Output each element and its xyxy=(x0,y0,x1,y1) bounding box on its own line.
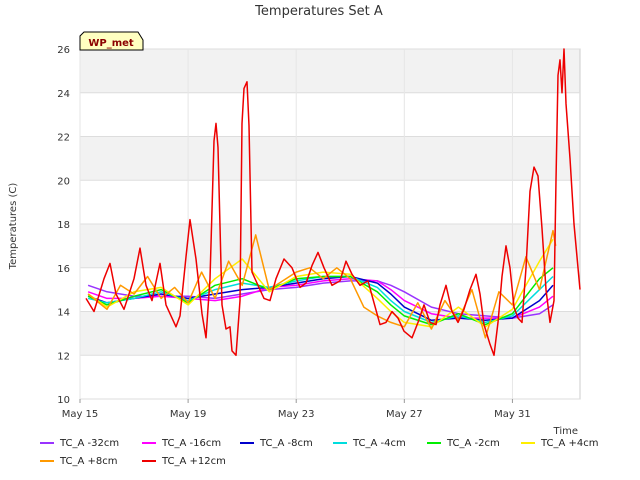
legend-swatch xyxy=(333,442,347,444)
series-line xyxy=(85,48,581,357)
y-tick-label: 22 xyxy=(57,133,70,144)
x-tick-label: May 27 xyxy=(386,409,423,420)
x-tick-label: May 19 xyxy=(170,409,207,420)
y-tick-label: 20 xyxy=(57,176,70,187)
legend-swatch xyxy=(142,442,156,444)
x-tick-labels: May 15 May 19 May 23 May 27 May 31 xyxy=(62,399,531,420)
badge-shape xyxy=(79,31,144,51)
legend-swatch xyxy=(240,442,254,444)
legend-item: TC_A -2cm xyxy=(427,436,500,450)
legend-swatch xyxy=(142,460,156,462)
legend-label: TC_A -2cm xyxy=(447,437,500,449)
y-tick-label: 18 xyxy=(57,220,70,231)
grid-lines xyxy=(79,48,580,400)
legend-item: TC_A +12cm xyxy=(142,454,226,468)
x-axis-label: Time xyxy=(553,426,578,437)
y-axis-label: Temperatures (C) xyxy=(8,183,19,271)
x-tick-label: May 15 xyxy=(62,409,99,420)
legend-label: TC_A -16cm xyxy=(162,437,222,449)
legend-swatch xyxy=(40,460,54,462)
y-tick-labels: 10 12 14 16 18 20 22 24 26 xyxy=(57,45,70,406)
legend-swatch xyxy=(521,442,535,444)
series-line xyxy=(87,277,554,319)
y-tick-label: 10 xyxy=(57,395,70,406)
y-tick-label: 12 xyxy=(57,351,70,362)
legend-label: TC_A +8cm xyxy=(60,455,118,467)
plot-bands xyxy=(80,49,580,356)
plot-band xyxy=(80,49,580,93)
legend-label: TC_A -8cm xyxy=(260,437,313,449)
y-tick-label: 16 xyxy=(57,264,70,275)
legend-item: TC_A +8cm xyxy=(40,454,118,468)
legend-swatch xyxy=(40,442,54,444)
x-tick-label: May 23 xyxy=(278,409,315,420)
y-tick-label: 26 xyxy=(57,45,70,56)
x-tick-label: May 31 xyxy=(494,409,531,420)
legend-label: TC_A +12cm xyxy=(162,455,226,467)
badge: WP_met xyxy=(79,31,144,51)
legend-label: TC_A +4cm xyxy=(541,437,599,449)
legend-swatch xyxy=(427,442,441,444)
legend-item: TC_A -32cm xyxy=(40,436,119,450)
y-tick-label: 24 xyxy=(57,89,70,100)
y-tick-label: 14 xyxy=(57,308,70,319)
legend-item: TC_A -8cm xyxy=(240,436,313,450)
plot-band xyxy=(80,136,580,181)
series-line xyxy=(87,229,557,339)
legend-label: TC_A -4cm xyxy=(353,437,406,449)
chart-title: Temperatures Set A xyxy=(254,4,383,19)
plot-band xyxy=(80,224,580,268)
legend-label: TC_A -32cm xyxy=(60,437,120,449)
legend-item: TC_A +4cm xyxy=(521,436,599,450)
legend-item: TC_A -4cm xyxy=(333,436,406,450)
series-layer xyxy=(85,48,581,357)
badge-label: WP_met xyxy=(88,38,134,49)
legend-item: TC_A -16cm xyxy=(142,436,221,450)
